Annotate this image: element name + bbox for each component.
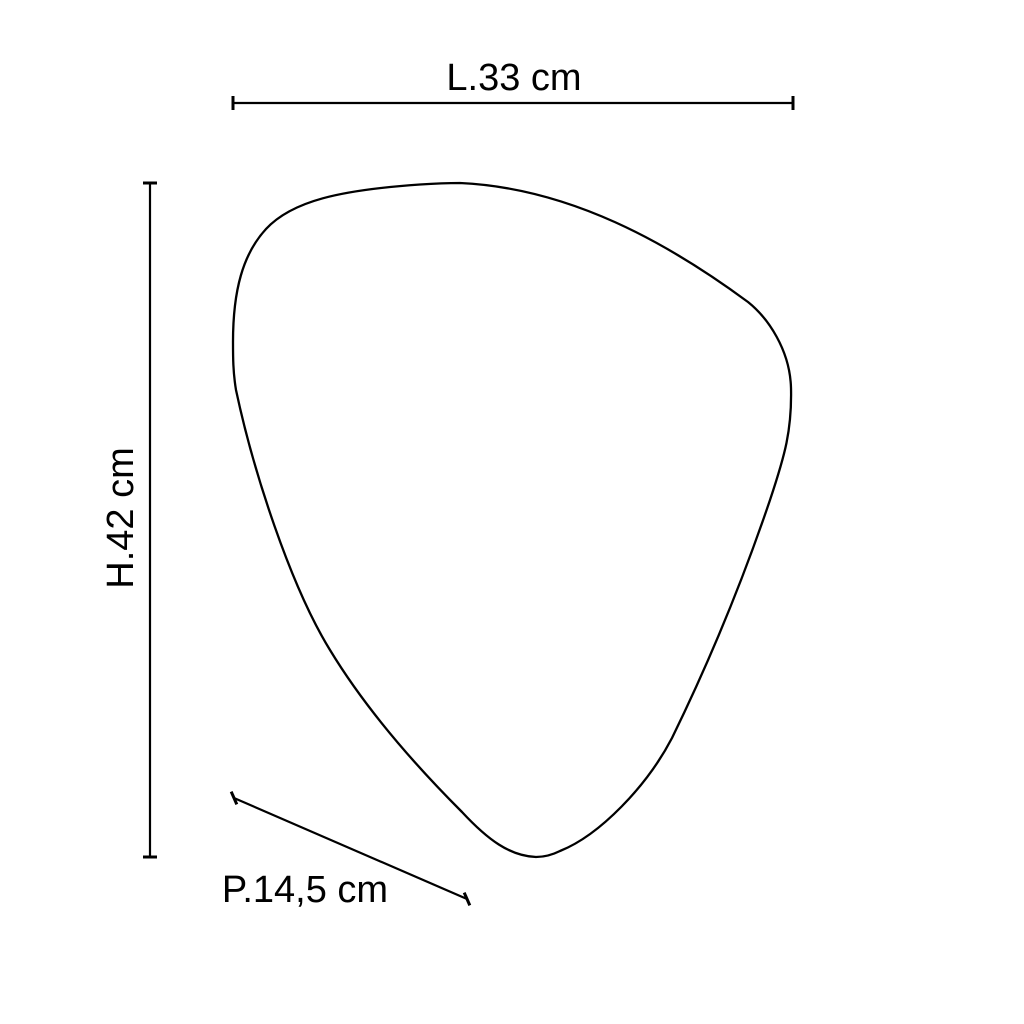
depth-dimension-tick-end <box>462 891 472 907</box>
length-dimension-label: L.33 cm <box>446 57 581 99</box>
depth-dimension-line <box>233 796 468 901</box>
height-dimension-label: H.42 cm <box>100 447 142 588</box>
depth-dimension-tick-start <box>229 790 239 806</box>
height-dimension: H.42 cm <box>100 181 157 859</box>
depth-dimension-label: P.14,5 cm <box>222 869 388 911</box>
length-dimension: L.33 cm <box>231 57 795 110</box>
pebble-outline-shape <box>231 181 793 859</box>
depth-dimension: P.14,5 cm <box>222 790 472 911</box>
